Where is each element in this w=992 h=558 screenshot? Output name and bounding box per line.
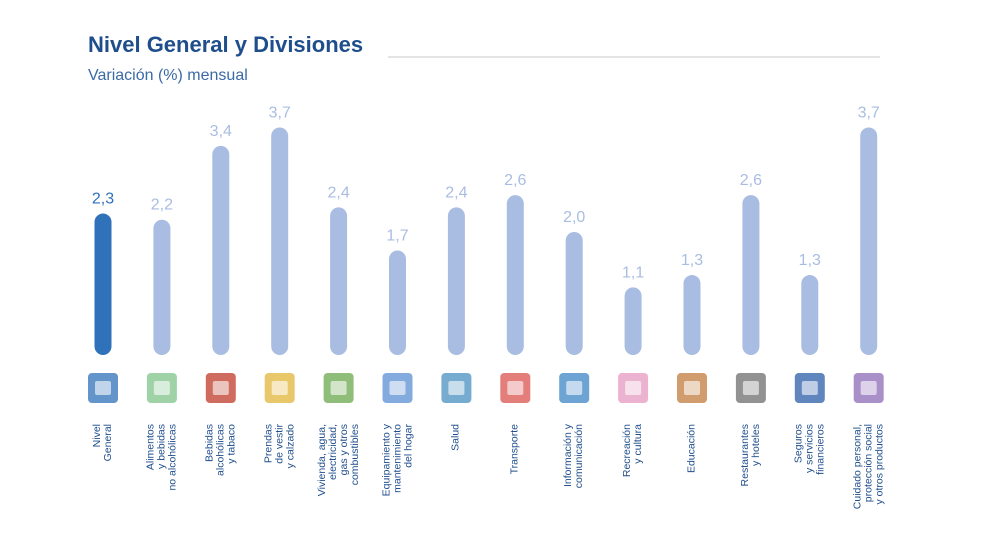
bar <box>683 275 701 355</box>
x-tick-label: Educación <box>685 424 698 474</box>
x-tick-label: Salud <box>449 424 462 451</box>
category-icon-detail <box>801 381 818 395</box>
x-tick-label: Bebidas alcohólicas y tabaco <box>203 424 238 476</box>
chart-title: Nivel General y Divisiones <box>88 32 363 57</box>
category-icon-detail <box>684 381 700 395</box>
bar <box>447 207 465 355</box>
x-tick-label: Vivienda, agua, electricidad, gas y otro… <box>315 424 361 497</box>
x-tick-label: Transporte <box>508 424 521 475</box>
bar <box>94 213 112 355</box>
value-label: 3,4 <box>210 123 232 140</box>
bar <box>506 195 524 355</box>
value-label: 2,4 <box>327 184 349 201</box>
value-label: 1,3 <box>681 252 703 269</box>
x-tick-label: Restaurantes y hoteles <box>738 424 762 487</box>
bar <box>565 232 583 355</box>
category-icon-detail <box>448 381 465 395</box>
x-tick-label: Prendas de vestir y calzado <box>262 424 297 469</box>
category-icon-detail <box>153 381 170 395</box>
x-tick-label: Recreación y cultura <box>621 424 645 478</box>
x-tick-label: Seguros y servicios financieros <box>792 424 827 475</box>
bar <box>860 127 878 355</box>
x-tick-label: Alimentos y bebidas no alcohólicas <box>144 424 179 491</box>
value-label: 1,7 <box>386 227 408 244</box>
bar <box>389 250 406 355</box>
value-label: 3,7 <box>269 104 291 121</box>
category-icon-detail <box>625 381 642 395</box>
category-icon-detail <box>507 381 524 395</box>
value-label: 2,3 <box>92 191 114 208</box>
x-tick-label: Equipamiento y mantenimiento del hogar <box>379 424 415 497</box>
value-label: 2,2 <box>151 197 173 214</box>
value-label: 2,0 <box>563 209 585 226</box>
value-label: 1,1 <box>622 264 644 281</box>
bar <box>801 275 819 355</box>
chart-subtitle: Variación (%) mensual <box>88 67 248 84</box>
x-tick-label: Información y comunicación <box>562 424 586 489</box>
bar <box>742 195 760 355</box>
category-icon-detail <box>389 381 406 395</box>
value-label: 3,7 <box>858 104 880 121</box>
bar <box>624 287 642 355</box>
bar <box>153 219 171 355</box>
category-icon-detail <box>271 381 288 395</box>
value-label: 2,4 <box>445 184 467 201</box>
value-label: 2,6 <box>504 172 526 189</box>
category-icon-detail <box>212 381 229 395</box>
x-tick-label: Cuidado personal, protección social y ot… <box>851 424 886 510</box>
value-label: 1,3 <box>799 252 821 269</box>
value-label: 2,6 <box>740 172 762 189</box>
bar <box>330 207 348 355</box>
category-icon-detail <box>330 381 347 395</box>
bar <box>212 145 230 355</box>
category-icon-detail <box>860 381 877 395</box>
category-icon-detail <box>95 381 111 395</box>
category-icon-detail <box>742 381 759 395</box>
x-tick-label: Nivel General <box>90 424 114 462</box>
category-icon-detail <box>566 381 583 395</box>
bar <box>271 127 289 355</box>
